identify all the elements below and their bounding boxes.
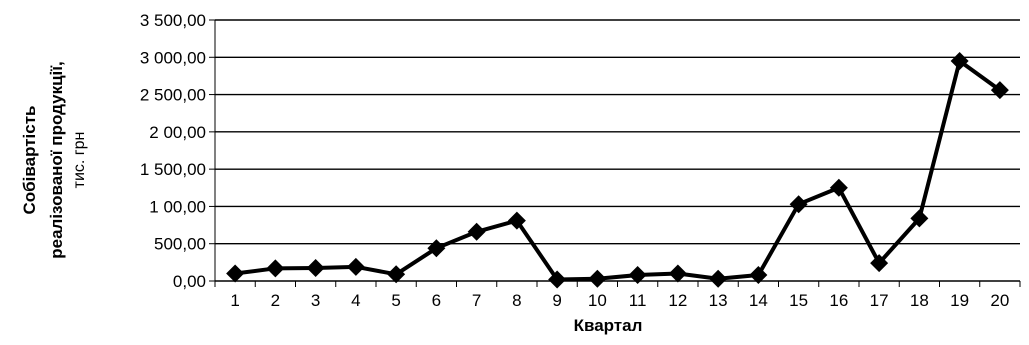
x-tick-label: 9 [552,291,561,310]
data-point-marker [548,270,567,289]
data-point-marker [427,239,446,258]
x-tick-label: 12 [668,291,687,310]
x-tick-label: 10 [588,291,607,310]
x-tick-label: 8 [512,291,521,310]
y-tick-label: 3 000,00 [140,48,206,67]
x-tick-label: 14 [749,291,768,310]
data-point-marker [789,195,808,214]
y-axis-title-line3: тис. грн [71,132,88,189]
data-point-marker [870,254,889,273]
x-tick-label: 18 [910,291,929,310]
data-point-marker [387,265,406,284]
x-tick-label: 11 [629,291,647,310]
y-tick-label: 500,00 [154,235,206,254]
data-point-marker [668,264,687,283]
y-tick-labels: 0,00 500,00 1 00,00 1 500,00 2 00,00 2 500,00… [140,11,206,291]
y-axis-title-line2: реалізованої продукції, [47,61,66,259]
series-line [234,59,1002,282]
data-point-marker [628,266,647,285]
y-tick-label: 0,00 [173,272,206,291]
gridlines [215,19,1020,245]
y-tick-label: 2 500,00 [140,86,206,105]
x-tick-label: 7 [472,291,481,310]
data-point-marker [507,211,526,230]
x-axis-title: Квартал [574,316,643,335]
data-point-marker [346,257,365,276]
x-tick-label: 3 [311,291,320,310]
y-axis-title: Собівартість [20,105,39,214]
data-point-marker [467,222,486,241]
data-point-marker [990,81,1009,100]
data-point-marker [266,259,285,278]
y-tick-label: 1 500,00 [140,160,206,179]
x-tick-label: 17 [870,291,889,310]
x-tick-label: 20 [990,291,1009,310]
data-point-marker [749,266,768,285]
x-tick-label: 13 [709,291,728,310]
x-tick-label: 5 [391,291,400,310]
data-point-marker [950,52,969,71]
x-tick-label: 2 [271,291,280,310]
data-point-marker [709,269,728,288]
axes [209,19,1021,287]
x-tick-label: 19 [950,291,969,310]
x-tick-label: 16 [829,291,848,310]
y-tick-label: 2 00,00 [149,123,206,142]
y-tick-label: 1 00,00 [149,197,206,216]
x-tick-label: 1 [230,291,239,310]
data-point-marker [306,258,325,277]
y-tick-label: 3 500,00 [140,11,206,30]
y-axis-title-line1: Собівартість [20,105,39,214]
data-point-marker [829,178,848,197]
x-tick-label: 6 [432,291,441,310]
data-point-marker [588,269,607,288]
x-tick-labels: 1 2 3 4 5 6 7 8 9 10 11 12 13 14 15 16 17 18 19 20 [230,291,1009,310]
data-point-marker [910,209,929,228]
series-line-0 [234,59,1002,282]
x-tick-label: 15 [789,291,808,310]
x-tick-label: 4 [351,291,360,310]
series-markers [226,52,1009,289]
data-point-marker [226,264,245,283]
